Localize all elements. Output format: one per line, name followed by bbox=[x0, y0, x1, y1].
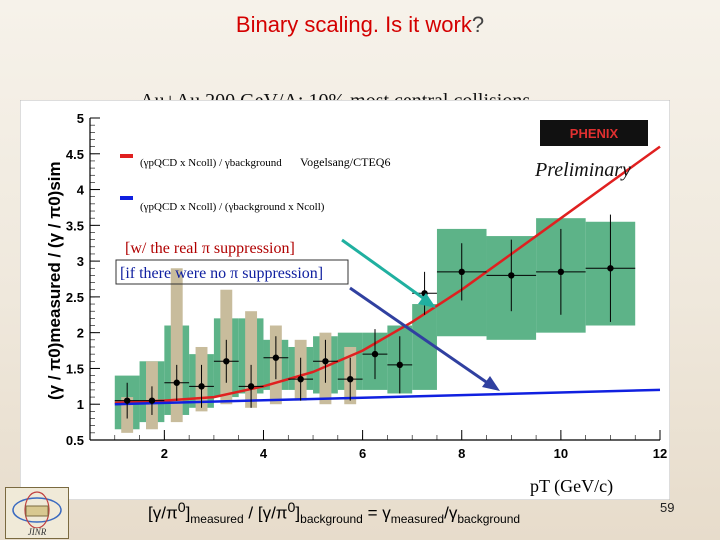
data-point bbox=[607, 265, 614, 272]
annotation-box bbox=[115, 259, 349, 285]
x-tick-label: 4 bbox=[260, 446, 268, 461]
phenix-logo-text: PHENIX bbox=[570, 126, 619, 141]
tan-band-bin bbox=[245, 311, 258, 408]
data-point bbox=[223, 358, 230, 365]
data-point bbox=[148, 397, 156, 404]
x-tick-label: 8 bbox=[458, 446, 465, 461]
x-axis-label: pT (GeV/c) bbox=[530, 476, 613, 497]
x-tick-label: 2 bbox=[161, 446, 168, 461]
y-tick-label: 2 bbox=[77, 326, 84, 341]
red-curve-line bbox=[114, 145, 661, 405]
y-tick-label: 2.5 bbox=[66, 290, 84, 305]
data-point bbox=[247, 383, 255, 390]
y-tick-label: 5 bbox=[77, 111, 84, 126]
phenix-logo bbox=[540, 120, 648, 146]
data-point bbox=[123, 397, 131, 404]
teal-arrow-head bbox=[418, 293, 436, 308]
data-point bbox=[173, 379, 180, 386]
formula: [γ/π0]measured / [γ/π0]background = γmea… bbox=[148, 500, 521, 527]
x-tick-label: 12 bbox=[653, 446, 667, 461]
svg-text:(γ / π0)measured / (γ / π0)sim: (γ / π0)measured / (γ / π0)sim bbox=[45, 161, 64, 400]
data-point bbox=[347, 375, 354, 383]
y-tick-label: 4 bbox=[77, 183, 85, 198]
data-point bbox=[458, 268, 465, 276]
legend-entry-2: (γpQCD x Ncoll) / (γbackground x Ncoll) bbox=[140, 201, 325, 213]
data-point bbox=[272, 354, 280, 361]
navy-arrow-head bbox=[482, 376, 500, 391]
data-point bbox=[508, 272, 515, 279]
teal-arrow-line bbox=[341, 238, 431, 305]
y-tick-label: 1 bbox=[77, 397, 84, 412]
legend: (γpQCD x Ncoll) / γbackground Vogelsang/… bbox=[120, 120, 648, 213]
y-axis-label: (γ / π0)measured / (γ / π0)sim bbox=[45, 161, 64, 400]
tan-band-bin bbox=[170, 268, 183, 423]
y-tick-label: 3 bbox=[77, 254, 84, 269]
chart: (γ / π0)measured / (γ / π0)sim 0.5 1 1.5 2 2… bbox=[20, 100, 670, 500]
navy-arrow-line bbox=[349, 286, 493, 388]
jinr-logo: JINR bbox=[5, 487, 69, 539]
y-tick-label: 1.5 bbox=[66, 361, 84, 376]
legend-entry-1: (γpQCD x Ncoll) / γbackground bbox=[140, 157, 282, 169]
logo-emblem-icon bbox=[12, 491, 62, 529]
y-tick-label: 0.5 bbox=[66, 433, 84, 448]
x-tick-label: 10 bbox=[554, 446, 568, 461]
data-point bbox=[396, 361, 403, 369]
data-point bbox=[371, 350, 379, 358]
annotation-real-suppression: [w/ the real π suppression] bbox=[125, 240, 295, 257]
data-point bbox=[322, 358, 329, 365]
y-tick-label: 4.5 bbox=[66, 147, 84, 162]
slide-number: 59 bbox=[660, 500, 675, 515]
slide-title: Binary scaling. Is it work? bbox=[235, 12, 485, 37]
legend-entry-1-note: Vogelsang/CTEQ6 bbox=[300, 155, 390, 169]
data-point bbox=[557, 268, 565, 276]
x-tick-label: 6 bbox=[359, 446, 366, 461]
blue-line bbox=[114, 388, 661, 406]
data-point bbox=[297, 375, 304, 383]
data-point bbox=[198, 383, 205, 390]
annotation-no-suppression: [if there were no π suppression] bbox=[120, 265, 323, 282]
y-tick-label: 3.5 bbox=[66, 218, 84, 233]
preliminary-label: Preliminary bbox=[534, 159, 631, 181]
